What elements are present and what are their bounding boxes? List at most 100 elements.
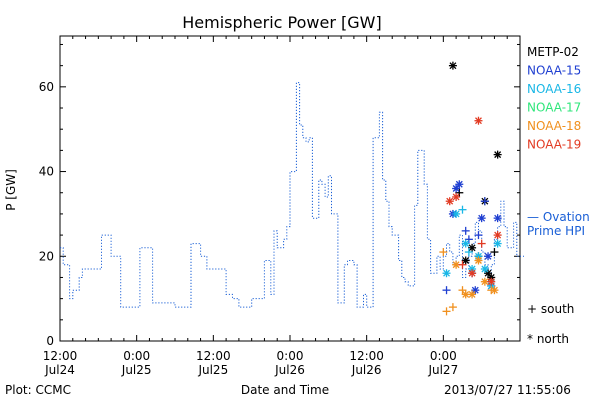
south-marker-metp-02	[490, 248, 499, 257]
south-marker-noaa-19	[477, 239, 486, 248]
legend-entry: NOAA-19	[527, 138, 581, 152]
south-marker-noaa-19	[458, 260, 467, 269]
marker-stroke	[494, 240, 502, 248]
north-marker-noaa-18	[490, 286, 499, 295]
x-tick-label: 0:00	[430, 349, 457, 363]
north-marker-noaa-16	[461, 239, 470, 248]
marker-stroke	[446, 197, 454, 205]
hpi-series	[60, 82, 524, 308]
chart-title: Hemispheric Power [GW]	[182, 13, 381, 32]
marker-stroke	[481, 265, 489, 273]
y-tick-label: 0	[46, 334, 54, 348]
x-axis-label: Date and Time	[241, 383, 329, 397]
legend-entry: NOAA-17	[527, 101, 581, 115]
marker-stroke	[487, 278, 495, 286]
north-marker-noaa-19	[474, 116, 483, 125]
marker-stroke	[443, 269, 450, 277]
marker-stroke	[490, 286, 498, 294]
y-tick-label: 60	[39, 80, 54, 94]
marker-stroke	[484, 252, 492, 260]
north-marker-metp-02	[461, 256, 470, 265]
north-marker-noaa-18	[468, 290, 477, 299]
marker-stroke	[462, 290, 470, 298]
north-marker-noaa-16	[452, 209, 461, 218]
north-marker-noaa-15	[484, 252, 493, 261]
marker-stroke	[478, 214, 486, 222]
south-marker-metp-02	[455, 188, 464, 197]
x-tick-label: 0:00	[123, 349, 150, 363]
marker-stroke	[452, 210, 460, 218]
north-marker-noaa-16	[442, 269, 451, 278]
x-tick-date: Jul25	[121, 363, 152, 377]
north-marker-metp-02	[448, 61, 457, 70]
south-marker-noaa-16	[458, 205, 467, 214]
south-marker-noaa-15	[442, 286, 451, 295]
north-marker-noaa-15	[452, 184, 461, 193]
south-marker-noaa-15	[461, 226, 470, 235]
north-marker-metp-02	[493, 150, 502, 159]
marker-stroke	[452, 185, 460, 192]
x-tick-label: 12:00	[196, 349, 231, 363]
south-marker-noaa-15	[474, 231, 483, 240]
marker-stroke	[494, 231, 502, 239]
south-marker-noaa-15	[480, 197, 489, 206]
north-marker-noaa-19	[468, 269, 477, 278]
south-marker-noaa-18	[442, 307, 451, 316]
legend: METP-02 NOAA-15 NOAA-16 NOAA-17 NOAA-18 NOAA-…	[527, 45, 581, 152]
north-marker-noaa-19	[445, 197, 454, 206]
south-marker-noaa-18	[448, 303, 457, 312]
marker-stroke	[449, 62, 457, 70]
marker-stroke	[462, 240, 470, 248]
marker-stroke	[468, 269, 476, 277]
north-marker-legend: * north	[527, 332, 569, 346]
marker-stroke	[452, 261, 460, 269]
x-tick-label: 12:00	[349, 349, 384, 363]
north-marker-noaa-19	[487, 277, 496, 286]
marker-stroke	[475, 257, 482, 264]
north-marker-noaa-15	[471, 286, 480, 295]
plot-axes: 020406012:00Jul240:00Jul2512:00Jul250:00…	[39, 35, 521, 377]
south-marker-noaa-18	[458, 286, 467, 295]
y-tick-label: 20	[39, 249, 54, 263]
marker-stroke	[462, 257, 470, 264]
x-tick-date: Jul24	[44, 363, 75, 377]
ovation-legend-line1: — Ovation	[527, 210, 590, 224]
marker-stroke	[494, 151, 502, 159]
ovation-legend-line2: Prime HPI	[527, 224, 585, 238]
south-marker-noaa-15	[464, 235, 473, 244]
marker-stroke	[481, 278, 489, 286]
north-marker-noaa-15	[477, 214, 486, 223]
satellite-markers	[439, 61, 502, 316]
north-marker-metp-02	[484, 269, 493, 278]
x-tick-date: Jul27	[427, 363, 458, 377]
x-tick-date: Jul26	[274, 363, 305, 377]
x-tick-date: Jul25	[197, 363, 228, 377]
hpi-step-line	[60, 82, 520, 308]
x-tick-date: Jul26	[351, 363, 382, 377]
x-tick-label: 12:00	[43, 349, 78, 363]
south-marker-legend: + south	[527, 302, 574, 316]
north-marker-noaa-16	[480, 264, 489, 273]
y-axis-label: P [GW]	[4, 169, 18, 211]
marker-stroke	[494, 214, 502, 222]
north-marker-noaa-15	[493, 214, 502, 223]
marker-stroke	[455, 180, 463, 188]
marker-stroke	[468, 244, 476, 252]
plot-timestamp: 2013/07/27 11:55:06	[444, 383, 571, 397]
north-marker-noaa-16	[493, 239, 502, 248]
north-marker-metp-02	[468, 243, 477, 252]
legend-entry: METP-02	[527, 45, 579, 59]
marker-stroke	[484, 269, 492, 277]
marker-stroke	[468, 290, 476, 298]
marker-stroke	[471, 286, 479, 294]
south-marker-noaa-16	[464, 248, 473, 257]
x-tick-label: 0:00	[277, 349, 304, 363]
legend-entry: NOAA-15	[527, 64, 581, 78]
north-marker-noaa-19	[493, 231, 502, 240]
north-marker-noaa-19	[452, 192, 461, 201]
marker-stroke	[452, 193, 460, 201]
north-marker-noaa-18	[474, 256, 483, 265]
plot-credit: Plot: CCMC	[5, 383, 71, 397]
legend-entry: NOAA-18	[527, 119, 581, 133]
